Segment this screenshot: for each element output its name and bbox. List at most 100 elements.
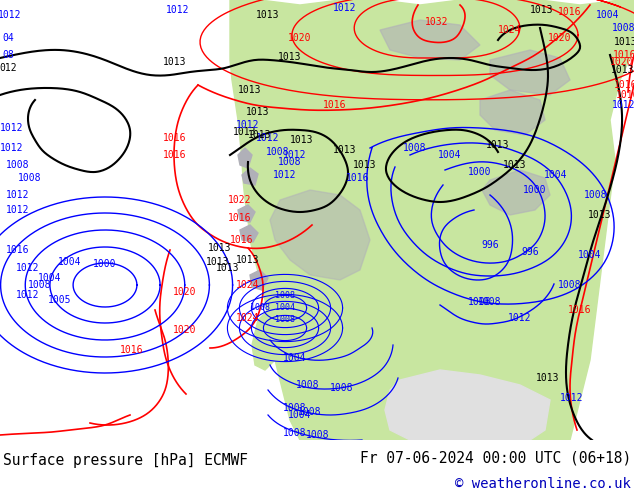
Text: 1020: 1020	[288, 33, 312, 43]
Text: 1020: 1020	[173, 325, 197, 335]
Text: 1016: 1016	[346, 173, 370, 183]
Text: 1013: 1013	[216, 263, 240, 273]
Text: 1008: 1008	[275, 316, 295, 324]
Text: 1008: 1008	[250, 303, 270, 313]
Text: 1016: 1016	[559, 7, 582, 17]
Text: 1013: 1013	[163, 57, 187, 67]
Text: 08: 08	[2, 50, 14, 60]
Text: 1008: 1008	[403, 143, 427, 153]
Text: Surface pressure [hPa] ECMWF: Surface pressure [hPa] ECMWF	[3, 452, 248, 467]
Text: 1013: 1013	[290, 135, 314, 145]
Text: 1012: 1012	[508, 313, 532, 323]
Text: 1016: 1016	[614, 80, 634, 90]
Text: © weatheronline.co.uk: © weatheronline.co.uk	[455, 477, 631, 490]
Text: 1012: 1012	[273, 170, 297, 180]
Text: 1013: 1013	[614, 37, 634, 47]
Polygon shape	[252, 310, 280, 370]
Text: 1016: 1016	[230, 235, 254, 245]
Text: 1008: 1008	[18, 173, 42, 183]
Polygon shape	[545, 360, 580, 430]
Text: 996: 996	[521, 247, 539, 257]
Text: 1020: 1020	[173, 287, 197, 297]
Text: 1012: 1012	[16, 263, 40, 273]
Text: 1012: 1012	[0, 123, 23, 133]
Text: 1016: 1016	[613, 50, 634, 60]
Text: 1008: 1008	[283, 428, 307, 438]
Polygon shape	[490, 50, 570, 95]
Text: 1012: 1012	[0, 10, 22, 20]
Text: 1004: 1004	[275, 303, 295, 313]
Text: 1024: 1024	[236, 280, 260, 290]
Text: 1012: 1012	[16, 290, 40, 300]
Text: 1008: 1008	[6, 160, 30, 170]
Polygon shape	[482, 170, 550, 215]
Text: 1013: 1013	[486, 140, 510, 150]
Text: 1000: 1000	[93, 259, 117, 269]
Text: 1012: 1012	[560, 393, 584, 403]
Text: 1004: 1004	[596, 10, 620, 20]
Text: 1008: 1008	[612, 23, 634, 33]
Text: 1013: 1013	[238, 85, 262, 95]
Text: 1004: 1004	[288, 410, 312, 420]
Text: 1016: 1016	[163, 133, 187, 143]
Text: 1016: 1016	[568, 305, 592, 315]
Text: 1024: 1024	[236, 313, 260, 323]
Text: 1013: 1013	[611, 65, 634, 75]
Text: 1008: 1008	[469, 297, 492, 307]
Polygon shape	[238, 205, 255, 222]
Text: 1004: 1004	[544, 170, 568, 180]
Polygon shape	[380, 20, 480, 60]
Text: 1013: 1013	[530, 5, 553, 15]
Text: 1008: 1008	[330, 383, 354, 393]
Text: 1008: 1008	[266, 147, 290, 157]
Text: 1016: 1016	[163, 150, 187, 160]
Text: 1008: 1008	[278, 157, 302, 167]
Text: 1008: 1008	[306, 430, 330, 440]
Polygon shape	[230, 0, 634, 440]
Text: 012: 012	[0, 63, 17, 73]
Text: 1005: 1005	[48, 295, 72, 305]
Text: 1013: 1013	[233, 127, 257, 137]
Text: 1013: 1013	[353, 160, 377, 170]
Text: 1022: 1022	[228, 195, 252, 205]
Text: 1012: 1012	[612, 100, 634, 110]
Text: 1012: 1012	[236, 120, 260, 130]
Text: 04: 04	[2, 33, 14, 43]
Text: 1013: 1013	[236, 255, 260, 265]
Polygon shape	[250, 270, 268, 290]
Text: 1000: 1000	[523, 185, 547, 195]
Text: 1016: 1016	[228, 213, 252, 223]
Text: 1013: 1013	[208, 243, 232, 253]
Text: 1008: 1008	[559, 280, 582, 290]
Text: 1008: 1008	[478, 297, 501, 307]
Text: 1004: 1004	[438, 150, 462, 160]
Text: 1032: 1032	[425, 17, 449, 27]
Polygon shape	[240, 225, 258, 242]
Text: 1012: 1012	[6, 190, 30, 200]
Text: 1004: 1004	[38, 273, 61, 283]
Polygon shape	[480, 90, 545, 135]
Text: 1008: 1008	[283, 403, 307, 413]
Text: 1008: 1008	[275, 291, 295, 299]
Text: 1013: 1013	[503, 160, 527, 170]
Text: 1016: 1016	[323, 100, 347, 110]
Text: 1012: 1012	[166, 5, 190, 15]
Text: 1016: 1016	[6, 245, 30, 255]
Text: 1008: 1008	[296, 380, 320, 390]
Polygon shape	[270, 190, 370, 280]
Text: 1013: 1013	[246, 107, 269, 117]
Polygon shape	[385, 370, 550, 440]
Text: Fr 07-06-2024 00:00 UTC (06+18): Fr 07-06-2024 00:00 UTC (06+18)	[359, 450, 631, 465]
Text: 1012: 1012	[283, 150, 307, 160]
Text: 1016: 1016	[120, 345, 144, 355]
Text: 1004: 1004	[283, 353, 307, 363]
Text: 1012: 1012	[333, 3, 357, 13]
Polygon shape	[238, 148, 252, 168]
Text: 1008: 1008	[298, 407, 321, 417]
Text: 1024: 1024	[498, 25, 522, 35]
Text: 1004: 1004	[58, 257, 82, 267]
Text: 1020: 1020	[548, 33, 572, 43]
Text: 996: 996	[481, 240, 499, 250]
Text: 1008: 1008	[585, 190, 608, 200]
Text: 1016: 1016	[616, 90, 634, 100]
